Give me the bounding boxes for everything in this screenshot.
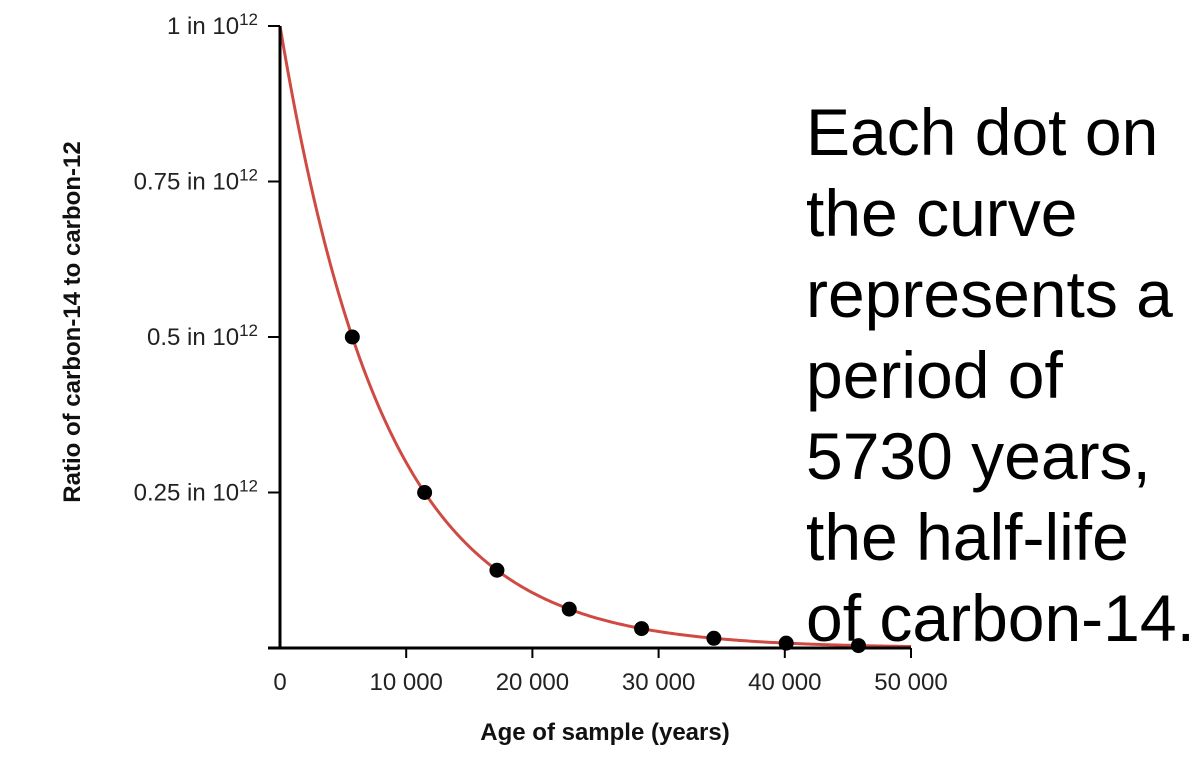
- x-tick-label: 0: [273, 669, 286, 696]
- half-life-point: [561, 601, 577, 617]
- y-axis-title: Ratio of carbon-14 to carbon-12: [59, 141, 86, 502]
- x-tick-label: 50 000: [874, 669, 947, 696]
- half-life-point: [489, 562, 505, 578]
- half-life-point: [417, 485, 433, 500]
- ticks: 0 10 000 20 000 30 000 40 000 50 000 0.25 in 1…: [134, 10, 948, 696]
- x-tick-label: 30 000: [622, 669, 695, 696]
- x-axis-title: Age of sample (years): [480, 719, 729, 746]
- y-tick-label: 0.5 in 1012: [147, 321, 258, 351]
- x-tick-label: 40 000: [748, 669, 821, 696]
- half-life-point: [634, 621, 650, 637]
- x-tick-label: 10 000: [369, 669, 442, 696]
- y-tick-label: 0.25 in 1012: [134, 477, 258, 507]
- decay-curve-layer: [278, 25, 912, 649]
- half-life-point: [344, 329, 360, 345]
- decay-curve: [278, 25, 912, 649]
- half-life-point: [706, 630, 722, 646]
- half-life-point: [851, 638, 867, 654]
- half-life-annotation: Each dot on the curve represents a perio…: [806, 95, 1195, 655]
- half-life-point: [778, 635, 794, 651]
- half-life-points: [344, 329, 867, 654]
- x-tick-label: 20 000: [496, 669, 569, 696]
- y-tick-label: 0.75 in 1012: [134, 166, 258, 196]
- y-tick-label: 1 in 1012: [167, 10, 258, 40]
